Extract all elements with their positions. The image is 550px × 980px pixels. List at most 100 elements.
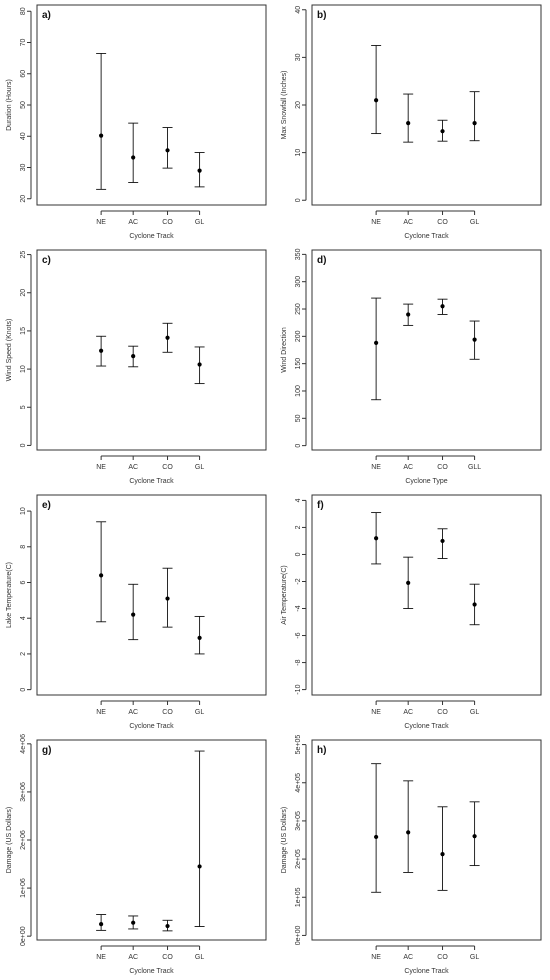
mean-point bbox=[472, 337, 477, 342]
y-tick-label: 20 bbox=[20, 195, 27, 203]
y-axis-title: Damage (US Dollars) bbox=[281, 807, 288, 874]
mean-point bbox=[406, 830, 411, 835]
mean-point bbox=[165, 335, 170, 340]
panel-label: e) bbox=[42, 500, 51, 511]
x-tick-label: CO bbox=[437, 709, 448, 716]
mean-point bbox=[99, 348, 104, 353]
x-tick-label: CO bbox=[437, 219, 448, 226]
y-tick-label: 30 bbox=[20, 164, 27, 172]
x-tick-label: CO bbox=[437, 954, 448, 961]
mean-point bbox=[165, 596, 170, 601]
chart-svg: b) 0 10 20 30 40 NE AC CO GL Cyclone Track Max Snow… bbox=[281, 4, 542, 240]
y-tick-label: 2 bbox=[295, 525, 302, 529]
x-tick-label: AC bbox=[403, 954, 413, 961]
mean-point bbox=[197, 362, 202, 367]
y-tick-label: 10 bbox=[295, 149, 302, 157]
y-tick-label: 20 bbox=[295, 101, 302, 109]
mean-point bbox=[99, 133, 104, 138]
y-tick-label: 0e+00 bbox=[20, 926, 27, 946]
y-tick-label: 10 bbox=[20, 507, 27, 515]
chart-svg: d) 0 50 100 150 200 250 300 350 NE AC CO GLL Cyclone … bbox=[281, 248, 542, 485]
mean-point bbox=[165, 148, 170, 153]
y-tick-label: 250 bbox=[295, 303, 302, 315]
mean-point bbox=[197, 168, 202, 173]
x-axis-title: Cyclone Track bbox=[129, 233, 174, 240]
chart-panel: a) 20 30 40 50 60 70 80 NE AC CO GL Cyclone Track Dur… bbox=[0, 0, 275, 245]
mean-point bbox=[440, 129, 445, 134]
x-tick-label: CO bbox=[162, 464, 173, 471]
mean-point bbox=[131, 155, 136, 160]
y-axis-title: Damage (US Dollars) bbox=[6, 807, 13, 874]
y-tick-label: 70 bbox=[20, 39, 27, 47]
x-tick-label: NE bbox=[96, 954, 106, 961]
mean-point bbox=[131, 612, 136, 617]
x-tick-label: AC bbox=[128, 219, 138, 226]
y-tick-label: 25 bbox=[20, 251, 27, 259]
panel-label: b) bbox=[317, 10, 326, 21]
mean-point bbox=[374, 536, 379, 541]
y-axis-title: Wind Speed (Knots) bbox=[6, 319, 13, 382]
y-axis-title: Max Snowfall (Inches) bbox=[281, 71, 288, 140]
y-tick-label: 0 bbox=[295, 198, 302, 202]
mean-point bbox=[374, 340, 379, 345]
mean-point bbox=[197, 635, 202, 640]
panel-label: f) bbox=[317, 500, 324, 511]
y-tick-label: 8 bbox=[20, 545, 27, 549]
x-tick-label: AC bbox=[128, 709, 138, 716]
mean-point bbox=[406, 312, 411, 317]
y-tick-label: -6 bbox=[295, 632, 302, 638]
x-tick-label: GLL bbox=[468, 464, 481, 471]
y-tick-label: 80 bbox=[20, 7, 27, 15]
y-tick-label: 0e+00 bbox=[295, 925, 302, 945]
x-axis-title: Cyclone Track bbox=[129, 723, 174, 730]
y-tick-label: 0 bbox=[20, 688, 27, 692]
mean-point bbox=[99, 922, 104, 927]
chart-panel: f) -10 -8 -6 -4 -2 0 2 4 NE AC CO GL Cyclone Track Air… bbox=[275, 490, 550, 735]
y-tick-label: 0 bbox=[20, 443, 27, 447]
mean-point bbox=[197, 864, 202, 869]
x-tick-label: NE bbox=[371, 954, 381, 961]
mean-point bbox=[472, 834, 477, 839]
y-tick-label: 200 bbox=[295, 330, 302, 342]
plot-frame bbox=[311, 4, 542, 206]
y-tick-label: 100 bbox=[295, 385, 302, 397]
x-axis-title: Cyclone Track bbox=[129, 968, 174, 975]
mean-point bbox=[472, 120, 477, 126]
y-axis-title: Air Temperature(C) bbox=[281, 565, 288, 624]
mean-point bbox=[131, 354, 136, 359]
y-tick-label: 10 bbox=[20, 365, 27, 373]
mean-point bbox=[374, 98, 379, 103]
y-tick-label: 0 bbox=[295, 444, 302, 448]
panel-label: a) bbox=[42, 10, 51, 21]
x-tick-label: NE bbox=[96, 464, 106, 471]
x-tick-label: CO bbox=[162, 954, 173, 961]
y-tick-label: 15 bbox=[20, 327, 27, 335]
y-axis-title: Wind Direction bbox=[281, 327, 288, 373]
x-tick-label: NE bbox=[371, 464, 381, 471]
y-tick-label: 2 bbox=[20, 652, 27, 656]
y-tick-label: 3e+05 bbox=[295, 811, 302, 831]
y-tick-label: 40 bbox=[295, 6, 302, 14]
panel-label: c) bbox=[42, 255, 51, 266]
plot-frame bbox=[36, 494, 267, 696]
x-tick-label: AC bbox=[403, 219, 413, 226]
x-tick-label: GL bbox=[195, 219, 204, 226]
y-tick-label: 0 bbox=[295, 552, 302, 556]
x-axis-title: Cyclone Track bbox=[404, 968, 449, 975]
x-tick-label: AC bbox=[128, 464, 138, 471]
x-tick-label: NE bbox=[371, 709, 381, 716]
y-tick-label: 1e+05 bbox=[295, 887, 302, 907]
chart-panel: g) 0e+00 1e+06 2e+06 3e+06 4e+06 NE AC CO GL Cyclo… bbox=[0, 734, 275, 980]
y-tick-label: 1e+06 bbox=[20, 878, 27, 898]
y-tick-label: 50 bbox=[20, 101, 27, 109]
chart-panel: h) 0e+00 1e+05 2e+05 3e+05 4e+05 5e+05 NE AC CO GL… bbox=[275, 735, 550, 980]
y-tick-label: 40 bbox=[20, 132, 27, 140]
chart-svg: h) 0e+00 1e+05 2e+05 3e+05 4e+05 5e+05 NE AC CO GL… bbox=[281, 735, 542, 975]
x-tick-label: GL bbox=[195, 464, 204, 471]
panel-label: d) bbox=[317, 255, 326, 266]
y-tick-label: 2e+06 bbox=[20, 830, 27, 850]
x-axis-title: Cyclone Track bbox=[129, 478, 174, 485]
plot-frame bbox=[36, 739, 267, 941]
mean-point bbox=[131, 920, 136, 925]
